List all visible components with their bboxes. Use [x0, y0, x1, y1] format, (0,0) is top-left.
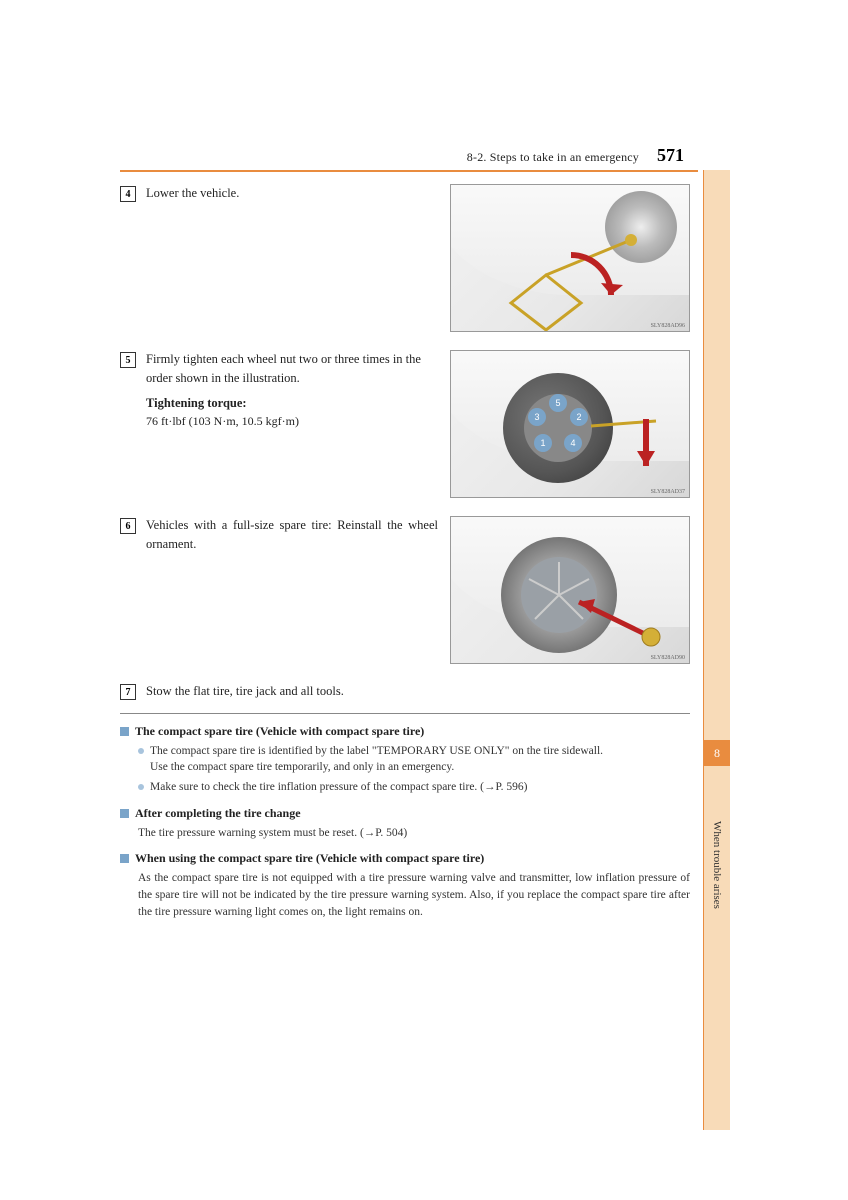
note-after-change: After completing the tire change The tir…: [120, 806, 690, 842]
note-3-para: As the compact spare tire is not equippe…: [138, 870, 690, 920]
bullet-dot-icon: [138, 748, 144, 754]
note-1-bullet-2: Make sure to check the tire inflation pr…: [150, 779, 527, 796]
notes-separator: [120, 713, 690, 714]
bullet-square-icon: [120, 727, 129, 736]
step-7: 7 Stow the flat tire, tire jack and all …: [120, 682, 690, 701]
step-5: 5 Firmly tighten each wheel nut two or t…: [120, 350, 690, 498]
step-6-text: Vehicles with a full-size spare tire: Re…: [146, 516, 438, 554]
bullet-square-icon: [120, 809, 129, 818]
section-label: 8-2. Steps to take in an emergency: [467, 150, 639, 165]
step-number-4: 4: [120, 186, 136, 202]
side-peach-bar: [704, 170, 730, 1130]
chapter-title-text: When trouble arises: [711, 821, 723, 909]
bullet-square-icon: [120, 854, 129, 863]
svg-text:1: 1: [540, 438, 545, 448]
step-number-6: 6: [120, 518, 136, 534]
bullet-dot-icon: [138, 784, 144, 790]
step-6-illustration: SLY828AD90: [450, 516, 690, 664]
img-code-5: SLY828AD37: [651, 489, 685, 495]
page-header: 8-2. Steps to take in an emergency 571: [120, 145, 690, 166]
step-number-5: 5: [120, 352, 136, 368]
step-7-text: Stow the flat tire, tire jack and all to…: [146, 682, 690, 701]
chapter-title-vertical: When trouble arises: [704, 785, 730, 945]
side-orange-border: [703, 170, 705, 1130]
note-2-title: After completing the tire change: [135, 806, 301, 821]
step-4-illustration: SLY828AD96: [450, 184, 690, 332]
page-number: 571: [657, 145, 684, 166]
svg-text:5: 5: [555, 398, 560, 408]
note-compact-spare: The compact spare tire (Vehicle with com…: [120, 724, 690, 796]
step-6: 6 Vehicles with a full-size spare tire: …: [120, 516, 690, 664]
step-4-text: Lower the vehicle.: [146, 184, 438, 203]
torque-label: Tightening torque:: [146, 394, 438, 413]
chapter-tab: 8: [704, 740, 730, 766]
note-1-bullet-1: The compact spare tire is identified by …: [150, 743, 603, 776]
step-number-7: 7: [120, 684, 136, 700]
svg-text:3: 3: [534, 412, 539, 422]
page-content: 8-2. Steps to take in an emergency 571 4…: [120, 145, 690, 930]
torque-value: 76 ft·lbf (103 N·m, 10.5 kgf·m): [146, 412, 438, 430]
chapter-number: 8: [714, 746, 720, 761]
img-code-4: SLY828AD96: [651, 323, 685, 329]
note-1-title: The compact spare tire (Vehicle with com…: [135, 724, 424, 739]
step-5-text: Firmly tighten each wheel nut two or thr…: [146, 350, 438, 388]
note-3-title: When using the compact spare tire (Vehic…: [135, 851, 484, 866]
note-2-para: The tire pressure warning system must be…: [138, 825, 690, 842]
svg-text:4: 4: [570, 438, 575, 448]
img-code-6: SLY828AD90: [651, 655, 685, 661]
step-4: 4 Lower the vehicle. SLY828AD96: [120, 184, 690, 332]
svg-text:2: 2: [576, 412, 581, 422]
step-5-illustration: 5 2 4 1 3 SLY828AD37: [450, 350, 690, 498]
note-when-using: When using the compact spare tire (Vehic…: [120, 851, 690, 920]
